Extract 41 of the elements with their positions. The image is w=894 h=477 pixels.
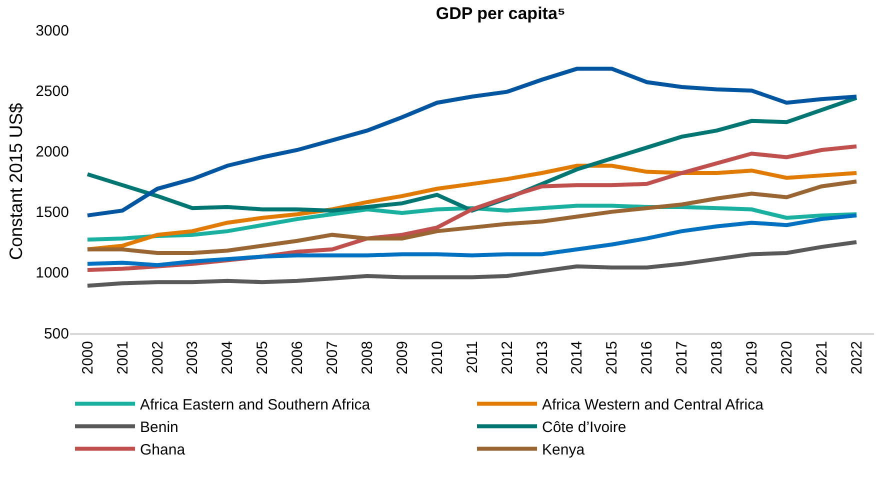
x-tick-label: 2006 [289,341,306,374]
x-tick-label: 2011 [464,341,481,374]
line-series [85,180,859,256]
x-tick-label: 2010 [428,341,446,374]
x-tick-label: 2001 [114,341,132,374]
y-tick-label: 500 [44,325,69,342]
x-tick-label: 2019 [744,341,761,374]
legend-label: Africa Western and Central Africa [542,396,764,414]
y-axis-title: Constant 2015 US$ [6,102,26,260]
y-tick-label: 1500 [36,204,69,222]
x-tick-label: 2002 [149,341,166,374]
legend-label: Benin [140,419,178,436]
line-series [85,240,859,288]
x-tick-label: 2021 [813,341,830,374]
x-tick-label: 2005 [254,341,272,374]
x-tick-label: 2007 [324,341,342,374]
x-tick-label: 2015 [604,341,621,374]
x-tick-label: 2020 [778,341,796,374]
legend-label: Kenya [542,442,586,459]
x-tick-label: 2009 [394,341,411,374]
x-tick-label: 2000 [79,341,96,374]
x-tick-label: 2012 [498,341,516,374]
legend-label: Ghana [140,442,186,459]
x-tick-label: 2008 [359,341,376,374]
x-tick-label: 2014 [568,341,586,374]
x-tick-label: 2017 [674,341,691,374]
legend-label: Côte d’Ivoire [542,419,626,436]
x-tick-label: 2013 [534,341,551,374]
x-tick-label: 2022 [848,341,866,374]
x-tick-label: 2016 [638,341,656,374]
chart-title: GDP per capita⁵ [436,4,566,24]
y-tick-label: 2000 [36,143,69,160]
x-tick-label: 2003 [184,341,202,374]
y-tick-label: 3000 [36,22,69,40]
x-tick-label: 2018 [708,341,726,374]
y-tick-label: 1000 [36,264,69,282]
x-tick-label: 2004 [219,341,236,374]
y-tick-label: 2500 [36,82,69,100]
legend-label: Africa Eastern and Southern Africa [140,396,371,414]
line-series [85,213,859,268]
line-series [85,66,859,218]
